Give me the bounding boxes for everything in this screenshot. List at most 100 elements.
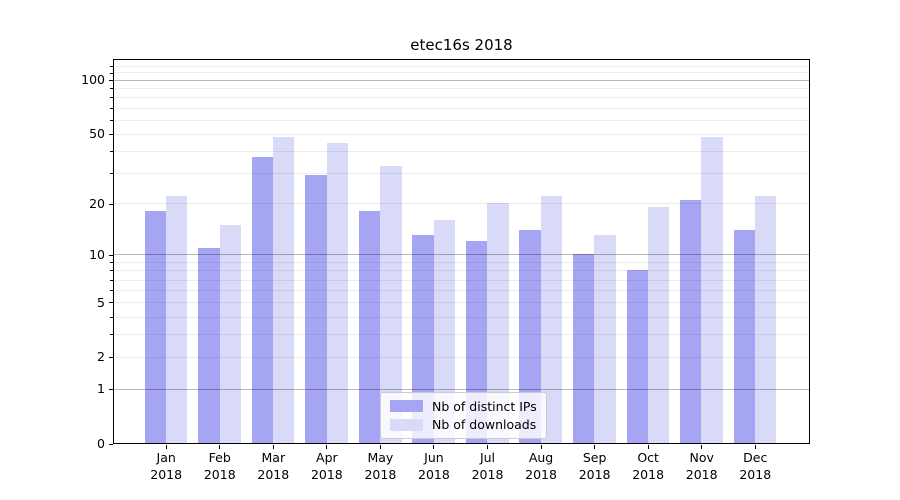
x-tick-mark [594, 444, 596, 449]
gridline-minor [113, 72, 810, 74]
x-tick-label: Dec 2018 [715, 450, 795, 483]
x-tick-label: Feb 2018 [180, 450, 260, 483]
gridline-minor [113, 65, 810, 67]
x-tick-month: Aug [528, 450, 554, 465]
x-tick-year: 2018 [257, 466, 290, 482]
gridline-minor [113, 334, 810, 336]
y-minor-tick-mark [110, 72, 113, 74]
x-tick-label: Mar 2018 [233, 450, 313, 483]
x-tick-year: 2018 [310, 466, 343, 482]
x-tick-month: Apr [316, 450, 338, 465]
y-minor-tick-mark [110, 356, 113, 358]
plot-area [112, 58, 811, 445]
x-tick-year: 2018 [150, 466, 183, 482]
gridline-major [113, 79, 810, 81]
gridline-minor [113, 290, 810, 292]
y-tick-label: 5 [97, 294, 105, 310]
y-minor-tick-mark [110, 302, 113, 304]
gridline-minor [113, 302, 810, 304]
bar-downloads [701, 136, 723, 444]
y-minor-tick-mark [110, 97, 113, 99]
bar-downloads [380, 165, 402, 444]
gridline-minor [113, 261, 810, 263]
x-tick-label: May 2018 [340, 450, 420, 483]
x-tick-mark [326, 444, 328, 449]
x-tick-year: 2018 [471, 466, 504, 482]
y-tick-mark [108, 388, 113, 390]
y-tick-label: 2 [97, 349, 105, 365]
bar-downloads [219, 224, 241, 444]
gridline-minor [113, 133, 810, 135]
gridline-minor [113, 107, 810, 109]
x-tick-year: 2018 [739, 466, 772, 482]
x-tick-mark [219, 444, 221, 449]
x-tick-month: May [367, 450, 394, 465]
gridline-minor [113, 356, 810, 358]
x-tick-month: Dec [743, 450, 768, 465]
gridline-major [113, 254, 810, 256]
x-tick-mark [379, 444, 381, 449]
bar-distinct-ips [198, 247, 220, 444]
x-tick-mark [487, 444, 488, 449]
x-tick-mark [272, 444, 274, 449]
x-tick-label: Sep 2018 [555, 450, 635, 483]
legend-item-downloads: Nb of downloads [390, 417, 537, 432]
x-tick-mark [433, 444, 435, 449]
gridline-minor [113, 150, 810, 152]
bar-distinct-ips [733, 230, 756, 444]
y-minor-tick-mark [110, 173, 113, 175]
bar-distinct-ips [251, 156, 274, 444]
legend-swatch-distinct-ips [390, 400, 423, 413]
x-tick-month: Sep [582, 450, 607, 465]
bar-distinct-ips [412, 235, 434, 444]
x-tick-label: Aug 2018 [501, 450, 581, 483]
x-tick-label: Apr 2018 [287, 450, 367, 483]
y-minor-tick-mark [110, 65, 113, 67]
bar-downloads [165, 196, 188, 444]
bar-distinct-ips [572, 254, 595, 444]
bar-distinct-ips [358, 211, 381, 444]
y-minor-tick-mark [110, 151, 113, 152]
chart-title: etec16s 2018 [410, 36, 513, 54]
y-tick-label: 20 [89, 196, 105, 212]
x-tick-mark [701, 444, 703, 449]
gridline-minor [113, 97, 810, 99]
legend-item-distinct-ips: Nb of distinct IPs [390, 399, 537, 414]
gridline-minor [113, 88, 810, 89]
bar-distinct-ips [305, 175, 327, 444]
gridline-major [113, 388, 810, 390]
bar-downloads [755, 196, 777, 444]
legend: Nb of distinct IPs Nb of downloads [380, 392, 547, 439]
y-minor-tick-mark [110, 107, 113, 109]
bar-downloads [273, 136, 295, 444]
x-tick-mark [754, 444, 756, 449]
gridline-minor [113, 172, 810, 174]
bar-distinct-ips [680, 199, 702, 444]
y-minor-tick-mark [110, 119, 113, 121]
y-minor-tick-mark [110, 88, 113, 90]
x-tick-mark [647, 444, 649, 449]
y-tick-mark [108, 79, 113, 81]
y-minor-tick-mark [110, 203, 113, 205]
y-tick-label: 0 [97, 436, 105, 451]
x-tick-year: 2018 [578, 466, 611, 482]
x-tick-label: Oct 2018 [608, 450, 688, 483]
y-minor-tick-mark [110, 279, 113, 281]
x-tick-mark [540, 444, 542, 449]
x-tick-year: 2018 [364, 466, 397, 482]
x-tick-month: Feb [208, 450, 231, 465]
gridline-minor [113, 270, 810, 272]
bar-downloads [433, 220, 456, 444]
x-tick-year: 2018 [685, 466, 718, 482]
legend-label-distinct-ips: Nb of distinct IPs [432, 398, 537, 414]
bar-downloads [326, 143, 349, 444]
x-tick-label: Jun 2018 [394, 450, 474, 483]
x-tick-month: Jan [156, 450, 176, 465]
x-tick-year: 2018 [418, 466, 450, 482]
x-tick-year: 2018 [203, 466, 236, 482]
bar-downloads [647, 207, 670, 444]
x-tick-month: Oct [637, 450, 659, 465]
y-minor-tick-mark [110, 133, 113, 135]
bar-distinct-ips [144, 211, 166, 444]
